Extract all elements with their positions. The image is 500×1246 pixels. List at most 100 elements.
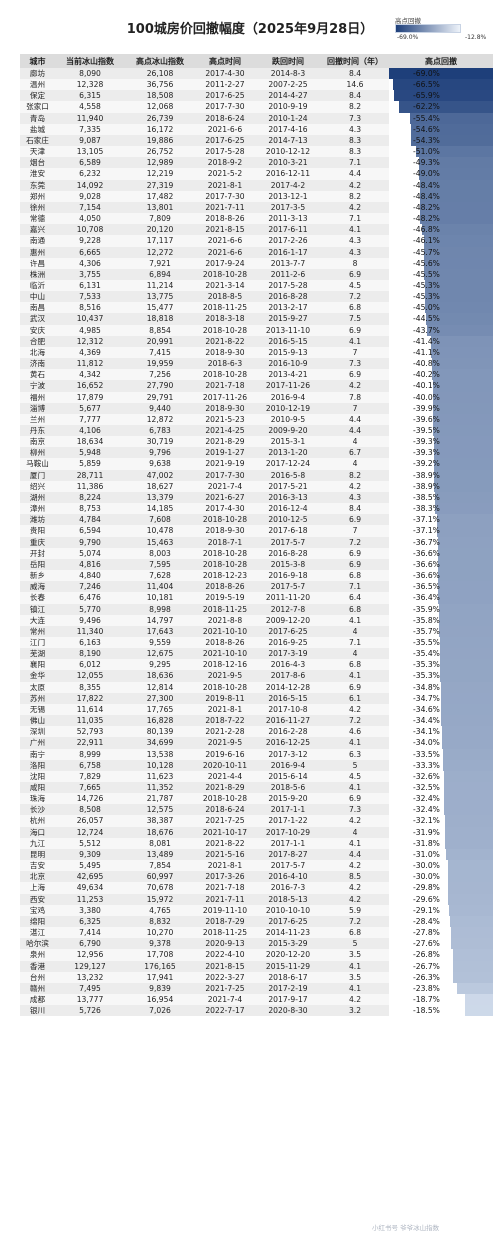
header-return-date[interactable]: 跌回时间 bbox=[255, 54, 321, 68]
peak-drawdown-cell: -37.1% bbox=[389, 514, 493, 526]
drawdown-value: -30.0% bbox=[413, 861, 440, 871]
return-date-cell: 2017-1-22 bbox=[255, 815, 321, 827]
table-row: 开封 5,074 8,003 2018-10-28 2016-8-28 6.9 -36.6% bbox=[20, 547, 493, 559]
current-index-cell: 8,224 bbox=[55, 491, 125, 504]
peak-date-cell: 2021-8-1 bbox=[195, 179, 255, 191]
city-cell: 合肥 bbox=[20, 335, 55, 347]
peak-drawdown-cell: -35.8% bbox=[389, 614, 493, 626]
drawdown-bar bbox=[438, 592, 493, 604]
city-cell: 新乡 bbox=[20, 570, 55, 582]
return-date-cell: 2009-12-20 bbox=[255, 614, 321, 626]
table-row: 湛江 7,414 10,270 2018-11-25 2014-11-23 6.8 -27.… bbox=[20, 927, 493, 939]
peak-drawdown-cell: -54.6% bbox=[389, 123, 493, 135]
table-row: 武汉 10,437 18,818 2018-3-18 2015-9-27 7.5 -44.5… bbox=[20, 313, 493, 325]
table-row: 临沂 6,131 11,214 2021-3-14 2017-5-28 4.5 -45.3% bbox=[20, 279, 493, 292]
return-date-cell: 2017-5-7 bbox=[255, 860, 321, 872]
peak-index-cell: 12,272 bbox=[125, 246, 195, 258]
current-index-cell: 13,777 bbox=[55, 993, 125, 1006]
peak-date-cell: 2020-9-13 bbox=[195, 938, 255, 950]
return-date-cell: 2016-4-10 bbox=[255, 871, 321, 883]
current-index-cell: 17,822 bbox=[55, 692, 125, 704]
city-cell: 兰州 bbox=[20, 413, 55, 425]
drawdown-bar bbox=[433, 425, 493, 437]
drawdown-value: -29.6% bbox=[413, 894, 440, 904]
drawdown-value: -31.8% bbox=[413, 838, 440, 848]
header-city[interactable]: 城市 bbox=[20, 54, 55, 68]
header-peak-date[interactable]: 高点时间 bbox=[195, 54, 255, 68]
peak-drawdown-cell: -48.2% bbox=[389, 213, 493, 225]
table-row: 许昌 4,306 7,921 2017-9-24 2013-7-7 8 -45.6% bbox=[20, 257, 493, 269]
peak-index-cell: 10,478 bbox=[125, 525, 195, 537]
header-peak-drawdown[interactable]: 高点回撤 bbox=[389, 54, 493, 68]
table-row: 珠海 14,726 21,787 2018-10-28 2015-9-20 6.9 -32.… bbox=[20, 793, 493, 805]
table-row: 香港 129,127 176,165 2021-8-15 2015-11-29 4.1 -2… bbox=[20, 960, 493, 972]
drawdown-bar bbox=[441, 715, 493, 727]
drawdown-value: -40.2% bbox=[413, 370, 440, 380]
return-date-cell: 2017-6-25 bbox=[255, 625, 321, 637]
current-index-cell: 49,634 bbox=[55, 882, 125, 894]
peak-drawdown-cell: -45.6% bbox=[389, 257, 493, 269]
peak-drawdown-cell: -46.1% bbox=[389, 235, 493, 247]
header-drawdown-years[interactable]: 回撤时间（年） bbox=[321, 54, 389, 68]
peak-drawdown-cell: -54.3% bbox=[389, 134, 493, 147]
return-date-cell: 2013-7-7 bbox=[255, 257, 321, 269]
table-row: 湖州 8,224 13,379 2021-6-27 2016-3-13 4.3 -38.5% bbox=[20, 491, 493, 504]
drawdown-bar bbox=[444, 804, 493, 816]
peak-drawdown-cell: -34.1% bbox=[389, 726, 493, 738]
drawdown-bar bbox=[451, 927, 493, 939]
city-cell: 九江 bbox=[20, 837, 55, 849]
drawdown-bar bbox=[439, 636, 493, 649]
table-row: 宝鸡 3,380 4,765 2019-11-10 2010-10-10 5.9 -29.1… bbox=[20, 904, 493, 916]
peak-index-cell: 12,814 bbox=[125, 681, 195, 693]
peak-date-cell: 2019-8-11 bbox=[195, 692, 255, 704]
peak-date-cell: 2017-6-25 bbox=[195, 134, 255, 147]
peak-date-cell: 2018-9-30 bbox=[195, 346, 255, 359]
current-index-cell: 13,105 bbox=[55, 146, 125, 158]
current-index-cell: 6,131 bbox=[55, 279, 125, 292]
peak-drawdown-cell: -39.5% bbox=[389, 425, 493, 437]
peak-date-cell: 2018-3-18 bbox=[195, 313, 255, 325]
drawdown-value: -36.7% bbox=[413, 537, 440, 547]
drawdown-value: -54.6% bbox=[413, 124, 440, 134]
drawdown-years-cell: 4.1 bbox=[321, 670, 389, 682]
return-date-cell: 2020-8-30 bbox=[255, 1005, 321, 1017]
drawdown-years-cell: 4.5 bbox=[321, 770, 389, 782]
current-index-cell: 7,495 bbox=[55, 982, 125, 994]
city-cell: 福州 bbox=[20, 391, 55, 403]
peak-date-cell: 2018-12-16 bbox=[195, 659, 255, 671]
peak-drawdown-cell: -55.4% bbox=[389, 112, 493, 124]
drawdown-value: -26.8% bbox=[413, 950, 440, 960]
peak-drawdown-cell: -32.1% bbox=[389, 815, 493, 827]
current-index-cell: 6,589 bbox=[55, 157, 125, 169]
drawdown-years-cell: 4.2 bbox=[321, 815, 389, 827]
peak-date-cell: 2021-7-11 bbox=[195, 201, 255, 214]
drawdown-value: -31.0% bbox=[413, 849, 440, 859]
peak-index-cell: 16,954 bbox=[125, 993, 195, 1006]
drawdown-years-cell: 6.3 bbox=[321, 748, 389, 760]
drawdown-bar bbox=[439, 659, 493, 671]
drawdown-value: -35.3% bbox=[413, 671, 440, 681]
header-peak-index[interactable]: 高点冰山指数 bbox=[125, 54, 195, 68]
peak-date-cell: 2021-3-14 bbox=[195, 279, 255, 292]
peak-drawdown-cell: -27.8% bbox=[389, 927, 493, 939]
city-cell: 广州 bbox=[20, 737, 55, 749]
peak-index-cell: 26,739 bbox=[125, 112, 195, 124]
table-row: 大连 9,496 14,797 2021-8-8 2009-12-20 4.1 -35.8% bbox=[20, 614, 493, 626]
drawdown-bar bbox=[433, 436, 493, 448]
city-cell: 北海 bbox=[20, 346, 55, 359]
table-row: 芜湖 8,190 12,675 2021-10-10 2017-3-19 4 -35.4% bbox=[20, 648, 493, 660]
city-cell: 珠海 bbox=[20, 793, 55, 805]
header-current-index[interactable]: 当前冰山指数 bbox=[55, 54, 125, 68]
current-index-cell: 12,312 bbox=[55, 335, 125, 347]
drawdown-years-cell: 4.1 bbox=[321, 737, 389, 749]
return-date-cell: 2011-2-6 bbox=[255, 268, 321, 280]
table-row: 绵阳 6,325 8,832 2018-7-29 2017-6-25 7.2 -28.4% bbox=[20, 915, 493, 928]
current-index-cell: 9,087 bbox=[55, 134, 125, 147]
return-date-cell: 2016-9-18 bbox=[255, 570, 321, 582]
table-row: 中山 7,533 13,775 2018-8-5 2016-8-28 7.2 -45.3% bbox=[20, 291, 493, 303]
table-row: 成都 13,777 16,954 2021-7-4 2017-9-17 4.2 -18.7% bbox=[20, 993, 493, 1006]
return-date-cell: 2017-2-19 bbox=[255, 982, 321, 994]
table-row: 西安 11,253 15,972 2021-7-11 2018-5-13 4.2 -29.6… bbox=[20, 893, 493, 905]
peak-index-cell: 7,608 bbox=[125, 514, 195, 526]
table-row: 宁波 16,652 27,790 2021-7-18 2017-11-26 4.2 -40.… bbox=[20, 380, 493, 392]
